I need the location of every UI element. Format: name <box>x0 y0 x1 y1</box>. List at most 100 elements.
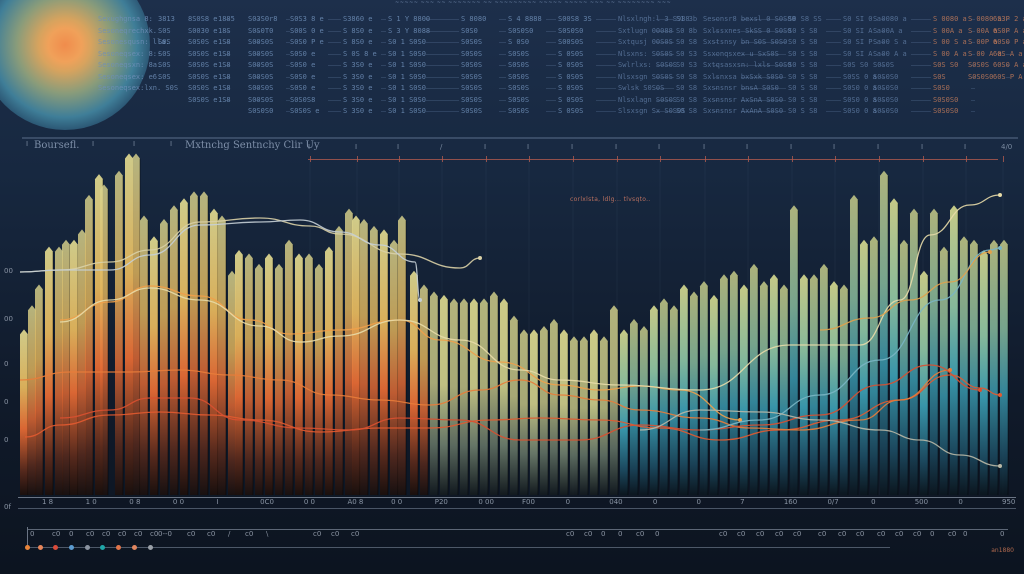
table-cell: 1885 <box>218 15 235 23</box>
table-leader-line <box>256 88 260 89</box>
table-cell: S0S0 0 a <box>843 84 877 92</box>
table-leader-line <box>1006 42 1010 43</box>
timeline-marker[interactable]: c0 <box>818 530 827 538</box>
timeline-marker[interactable]: c0 <box>118 530 127 538</box>
table-leader-line <box>596 88 616 89</box>
timeline-marker[interactable]: c0 <box>351 530 360 538</box>
table-cell: S0 1 S0S0 <box>388 72 426 81</box>
timeline-marker[interactable]: 0 <box>30 530 35 538</box>
table-cell: S0 S S8 <box>788 49 818 58</box>
timeline-marker[interactable]: c0 <box>913 530 922 538</box>
table-cell: S0S <box>158 38 171 46</box>
timeline-marker[interactable]: 0--0 <box>158 530 172 538</box>
table-cell: 8S0S8 e <box>188 15 218 23</box>
timeline-marker[interactable]: c0 <box>756 530 765 538</box>
timeline-marker[interactable]: 0 <box>655 530 660 538</box>
legend-color-dot[interactable] <box>100 545 105 550</box>
table-leader-line <box>714 111 718 112</box>
table-leader-line <box>226 76 230 78</box>
timeline-marker[interactable]: c0 <box>566 530 575 538</box>
timeline-marker[interactable]: 0 <box>618 530 623 538</box>
timeline-marker[interactable]: c0 <box>775 530 784 538</box>
timeline-marker[interactable]: c0 <box>150 530 159 538</box>
bar <box>62 239 70 495</box>
table-leader-line <box>256 42 260 43</box>
timeline-marker[interactable]: c0 <box>584 530 593 538</box>
table-cell: S0S0S0 <box>873 84 899 92</box>
timeline-marker[interactable]: c0 <box>52 530 61 538</box>
timeline-marker[interactable]: / <box>228 530 231 538</box>
table-leader-line <box>971 76 975 78</box>
timeline-marker[interactable]: c0 <box>313 530 322 538</box>
table-cell: S0 SI 0 a <box>843 15 881 23</box>
legend-color-dot[interactable] <box>116 545 121 550</box>
timeline-marker[interactable]: c0 <box>207 530 216 538</box>
line-series-teal-line <box>699 247 1001 431</box>
legend-color-dot[interactable] <box>25 545 30 550</box>
legend-color-dot[interactable] <box>148 545 153 550</box>
table-leader-line <box>499 30 506 32</box>
table-leader-line <box>226 42 230 43</box>
timeline-track[interactable] <box>28 529 1008 530</box>
legend-color-dot[interactable] <box>53 545 58 550</box>
timeline-marker[interactable]: c0 <box>877 530 886 538</box>
table-leader-line <box>1006 30 1010 32</box>
table-cell: S 1 Y 8800 <box>388 15 431 23</box>
bar <box>570 336 578 495</box>
legend-color-dot[interactable] <box>85 545 90 550</box>
line-series-amber-line <box>819 251 991 331</box>
table-leader-line <box>911 53 931 55</box>
timeline-marker[interactable]: c0 <box>856 530 865 538</box>
timeline-marker[interactable]: \ <box>266 530 269 538</box>
bar <box>830 281 838 495</box>
table-leader-line <box>286 76 290 78</box>
table-leader-line <box>546 53 556 55</box>
table-leader-line <box>826 42 841 43</box>
table-leader-line <box>596 42 616 43</box>
legend-track <box>28 547 890 548</box>
timeline-marker[interactable]: c0 <box>737 530 746 538</box>
timeline-marker[interactable]: 0 <box>930 530 935 538</box>
legend-color-dot[interactable] <box>69 545 74 550</box>
table-leader-line <box>286 19 290 20</box>
timeline-marker[interactable]: 0 <box>963 530 968 538</box>
legend-color-dot[interactable] <box>38 545 43 550</box>
y-tick-label: 0 <box>4 436 9 444</box>
timeline-marker[interactable]: c0 <box>838 530 847 538</box>
timeline-marker[interactable]: c0 <box>245 530 254 538</box>
timeline-marker[interactable]: 0 <box>1000 530 1005 538</box>
table-leader-line <box>328 99 341 101</box>
table-leader-line <box>971 111 975 112</box>
timeline-marker[interactable]: c0 <box>719 530 728 538</box>
table-cell: S0 S S8 <box>788 72 818 81</box>
timeline-start-handle[interactable] <box>27 527 28 547</box>
table-cell: 60S0 P a <box>993 38 1024 46</box>
timeline-marker[interactable]: 0 <box>601 530 606 538</box>
timeline-marker[interactable]: c0 <box>187 530 196 538</box>
table-leader-line <box>426 99 459 101</box>
bar <box>398 215 406 496</box>
timeline-marker[interactable]: c0 <box>948 530 957 538</box>
bar <box>305 253 313 495</box>
table-cell: S0S0 P e <box>290 38 324 46</box>
timeline-marker[interactable]: c0 <box>134 530 143 538</box>
table-cell: S0S0S e <box>188 49 218 58</box>
table-cell: S0 S S8 <box>788 84 818 92</box>
secondary-axis-tick <box>573 156 574 162</box>
timeline-marker[interactable]: c0 <box>331 530 340 538</box>
timeline-marker[interactable]: c0 <box>102 530 111 538</box>
bar <box>900 239 908 495</box>
timeline-marker[interactable]: c0 <box>793 530 802 538</box>
legend-color-dot[interactable] <box>132 545 137 550</box>
timeline-marker[interactable]: 0 <box>69 530 74 538</box>
bar <box>810 274 818 495</box>
chart-header: I Boursefl. I I I Mxtnchg Sentnchy Clir … <box>0 140 1024 156</box>
timeline-marker[interactable]: c0 <box>86 530 95 538</box>
top-tick-label: I <box>397 143 400 151</box>
timeline-marker[interactable]: c0 <box>636 530 645 538</box>
table-leader-line <box>1006 53 1010 55</box>
timeline-marker[interactable]: c0 <box>895 530 904 538</box>
table-cell: S0S3 8 e <box>290 15 324 23</box>
table-cell: S0SS 0 a <box>843 72 877 81</box>
chart-annotation: corlxlsta, ldlg... tlvsqto.. <box>570 196 651 203</box>
